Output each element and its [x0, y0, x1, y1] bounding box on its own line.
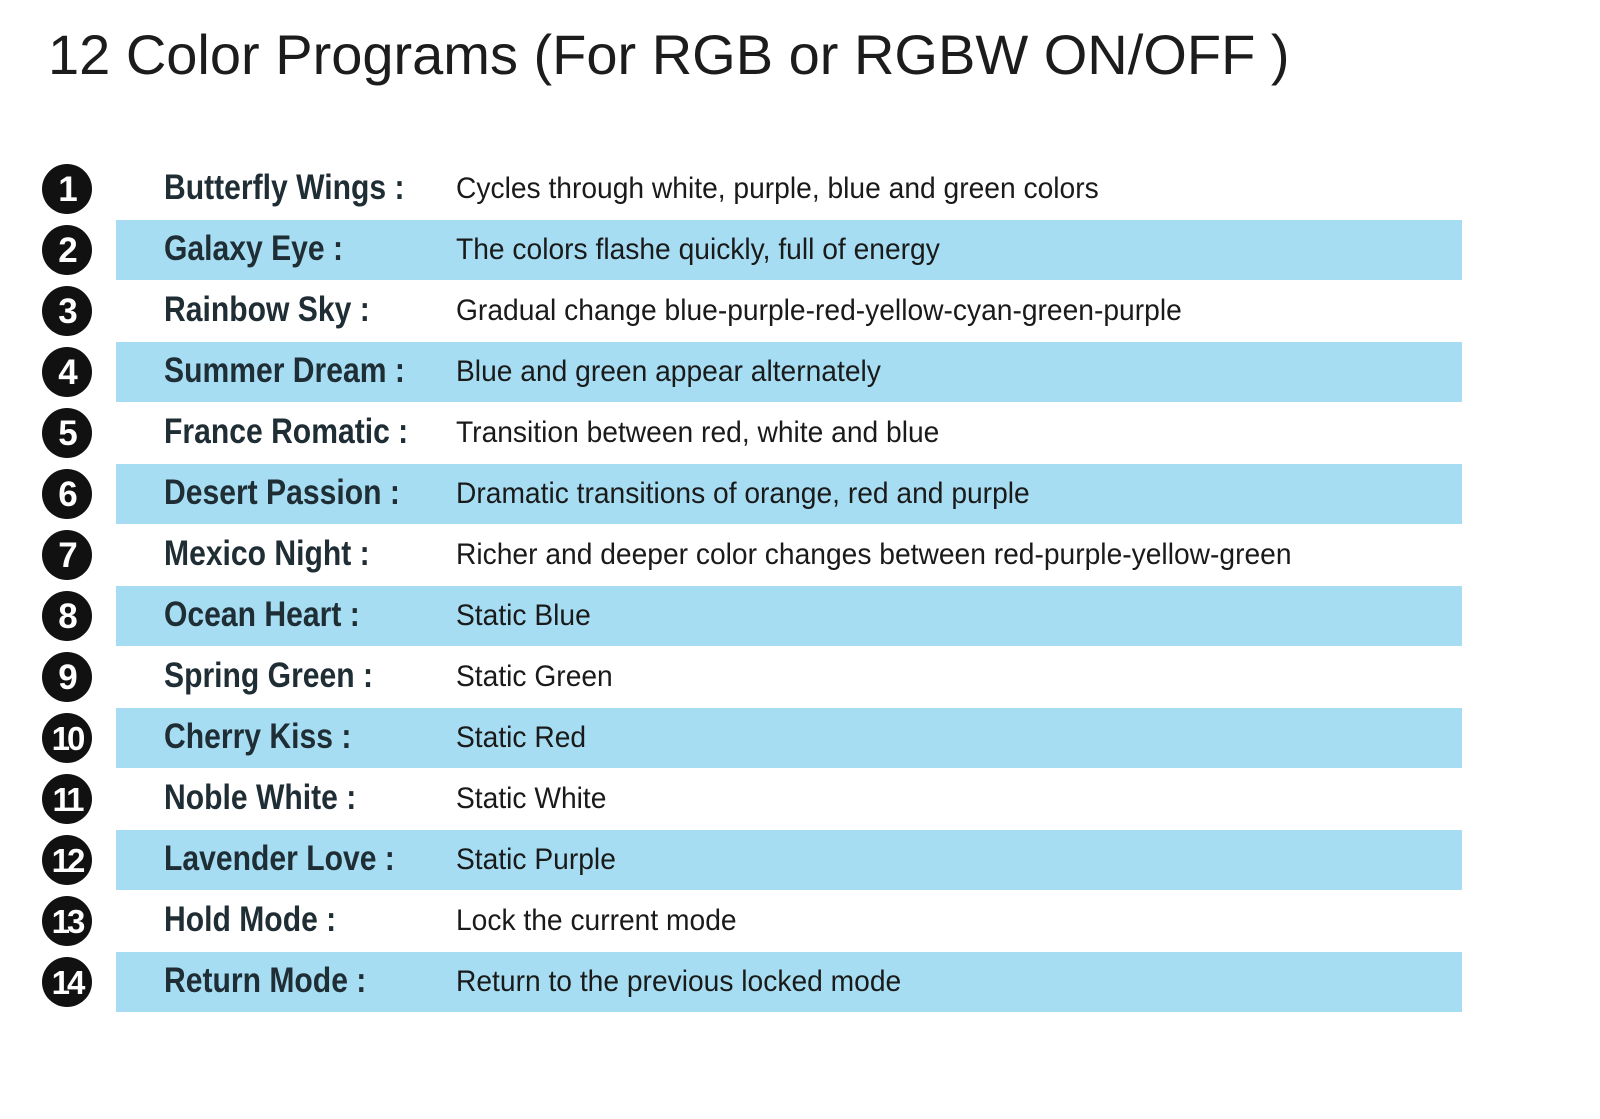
- program-row: 5 France Romatic : Transition between re…: [0, 402, 1600, 463]
- program-row: 4 Summer Dream : Blue and green appear a…: [0, 341, 1600, 402]
- number-badge: 11: [42, 774, 92, 824]
- program-description: Static Blue: [456, 599, 591, 632]
- program-description: Gradual change blue-purple-red-yellow-cy…: [456, 294, 1182, 327]
- program-description: Richer and deeper color changes between …: [456, 538, 1292, 571]
- row-band: [116, 342, 1462, 402]
- number-badge: 14: [42, 957, 92, 1007]
- number-badge: 8: [42, 591, 92, 641]
- program-name: Cherry Kiss :: [164, 717, 352, 756]
- program-description: Static Green: [456, 660, 613, 693]
- number-badge: 2: [42, 225, 92, 275]
- program-row: 12 Lavender Love : Static Purple: [0, 829, 1600, 890]
- program-row: 11 Noble White : Static White: [0, 768, 1600, 829]
- row-band: [116, 708, 1462, 768]
- program-description: Static Purple: [456, 843, 616, 876]
- program-name: Hold Mode :: [164, 900, 337, 939]
- program-name: Ocean Heart :: [164, 595, 360, 634]
- row-band: [116, 830, 1462, 890]
- program-row: 6 Desert Passion : Dramatic transitions …: [0, 463, 1600, 524]
- program-description: Static White: [456, 782, 607, 815]
- program-name: Noble White :: [164, 778, 357, 817]
- program-name: Summer Dream :: [164, 351, 405, 390]
- number-badge: 6: [42, 469, 92, 519]
- program-row: 8 Ocean Heart : Static Blue: [0, 585, 1600, 646]
- program-description: Blue and green appear alternately: [456, 355, 881, 388]
- program-description: Transition between red, white and blue: [456, 416, 940, 449]
- number-badge: 12: [42, 835, 92, 885]
- program-description: Return to the previous locked mode: [456, 965, 902, 998]
- number-badge: 10: [42, 713, 92, 763]
- row-band: [116, 952, 1462, 1012]
- row-band: [116, 464, 1462, 524]
- program-name: Galaxy Eye :: [164, 229, 344, 268]
- program-row: 14 Return Mode : Return to the previous …: [0, 951, 1600, 1012]
- program-row: 2 Galaxy Eye : The colors flashe quickly…: [0, 219, 1600, 280]
- number-badge: 3: [42, 286, 92, 336]
- program-description: Cycles through white, purple, blue and g…: [456, 172, 1099, 205]
- program-row: 7 Mexico Night : Richer and deeper color…: [0, 524, 1600, 585]
- row-band: [116, 220, 1462, 280]
- program-name: France Romatic :: [164, 412, 409, 451]
- program-description: Lock the current mode: [456, 904, 737, 937]
- program-name: Desert Passion :: [164, 473, 400, 512]
- program-row: 3 Rainbow Sky : Gradual change blue-purp…: [0, 280, 1600, 341]
- number-badge: 13: [42, 896, 92, 946]
- row-band: [116, 586, 1462, 646]
- page-title: 12 Color Programs (For RGB or RGBW ON/OF…: [48, 23, 1290, 86]
- number-badge: 4: [42, 347, 92, 397]
- program-description: Dramatic transitions of orange, red and …: [456, 477, 1030, 510]
- program-row: 10 Cherry Kiss : Static Red: [0, 707, 1600, 768]
- program-description: Static Red: [456, 721, 587, 754]
- program-list: 1 Butterfly Wings : Cycles through white…: [0, 158, 1600, 1012]
- program-row: 13 Hold Mode : Lock the current mode: [0, 890, 1600, 951]
- program-name: Mexico Night :: [164, 534, 370, 573]
- number-badge: 9: [42, 652, 92, 702]
- number-badge: 7: [42, 530, 92, 580]
- program-name: Lavender Love :: [164, 839, 395, 878]
- program-name: Rainbow Sky :: [164, 290, 370, 329]
- program-name: Butterfly Wings :: [164, 168, 405, 207]
- number-badge: 5: [42, 408, 92, 458]
- number-badge: 1: [42, 164, 92, 214]
- program-description: The colors flashe quickly, full of energ…: [456, 233, 940, 266]
- program-row: 1 Butterfly Wings : Cycles through white…: [0, 158, 1600, 219]
- program-name: Spring Green :: [164, 656, 374, 695]
- program-row: 9 Spring Green : Static Green: [0, 646, 1600, 707]
- program-name: Return Mode :: [164, 961, 367, 1000]
